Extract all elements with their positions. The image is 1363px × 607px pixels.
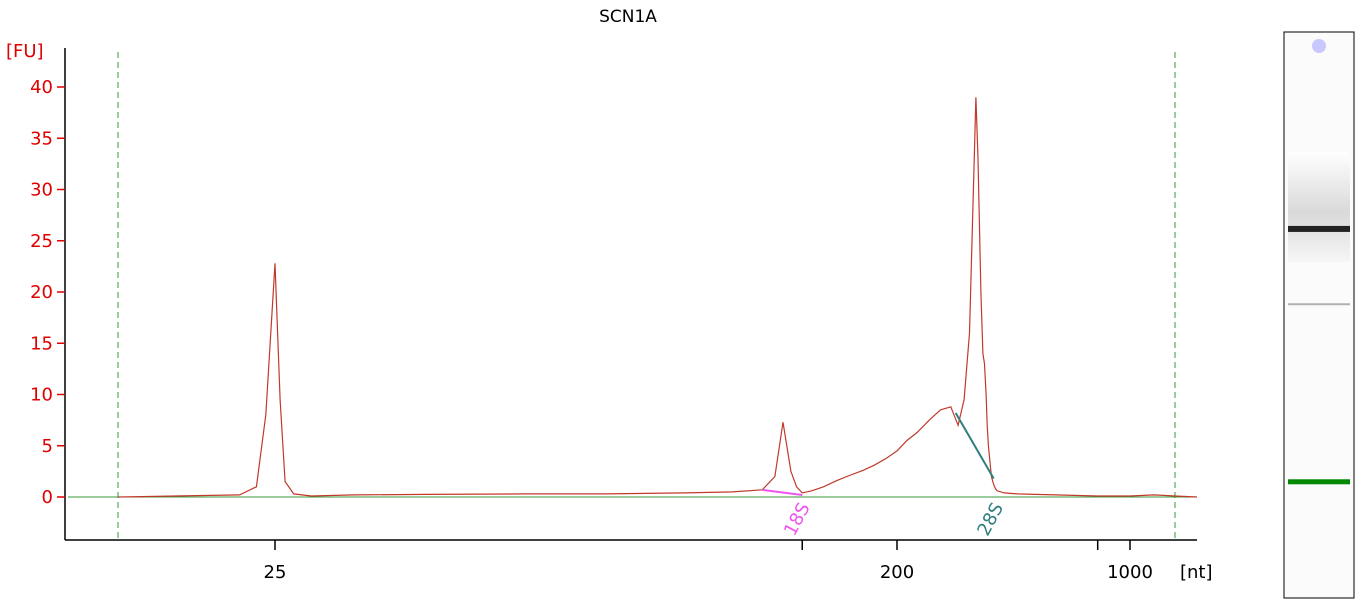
y-tick-label: 15 [30,333,53,354]
plot-area: 0 5 10 15 20 25 30 35 40 25 200 1000 18S 28S [30,48,1198,583]
y-tick-label: 20 [30,282,53,303]
y-tick-label: 30 [30,180,53,201]
x-tick-label: 200 [880,562,914,583]
y-tick-label: 25 [30,231,53,252]
gel-lane-frame [1283,31,1355,599]
gel-lane [1283,31,1355,599]
trace-line [117,97,1198,498]
gel-band-2 [1288,225,1350,232]
peak-line-28s [954,412,995,480]
gel-band-3 [1288,303,1350,306]
gel-smear [1288,152,1350,262]
peak-label-18s: 18S [780,499,815,539]
chart-title: SCN1A [599,7,657,27]
y-tick-label: 10 [30,385,53,406]
peak-label-28s: 28S [973,499,1008,539]
peak-line-18s [762,488,803,496]
gel-marker-dot [1312,39,1326,53]
y-axis-label: [FU] [6,41,44,62]
y-tick-label: 35 [30,128,53,149]
y-tick-label: 0 [42,487,53,508]
x-tick-label: 25 [264,562,287,583]
y-tick-label: 40 [30,77,53,98]
x-axis-label: [nt] [1180,562,1213,583]
x-tick-label: 1000 [1107,562,1153,583]
y-tick-label: 5 [42,436,53,457]
gel-band-4 [1288,479,1350,485]
